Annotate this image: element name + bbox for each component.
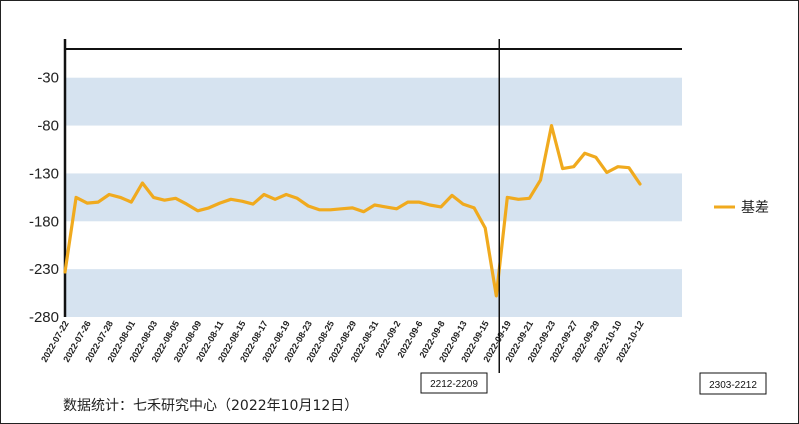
next-contract-label: 2303-2212 bbox=[709, 380, 757, 391]
data-point bbox=[495, 294, 498, 298]
data-point bbox=[340, 207, 343, 210]
y-tick-label: -280 bbox=[29, 309, 59, 326]
data-point bbox=[63, 270, 67, 274]
data-point bbox=[594, 156, 597, 159]
data-point bbox=[251, 202, 255, 206]
data-point bbox=[550, 124, 553, 127]
data-point bbox=[163, 199, 166, 202]
data-point bbox=[130, 200, 133, 204]
data-point bbox=[74, 196, 78, 199]
data-point bbox=[572, 165, 575, 168]
data-point bbox=[296, 197, 299, 200]
data-point bbox=[373, 203, 376, 207]
data-point bbox=[285, 193, 288, 196]
data-point bbox=[273, 198, 277, 201]
data-point bbox=[517, 198, 520, 201]
legend-label-basis: 基差 bbox=[741, 199, 769, 216]
data-point bbox=[428, 203, 432, 207]
data-point bbox=[561, 167, 564, 170]
y-axis-ticks: -30 -80 -130 -180 -230 -280 bbox=[29, 70, 59, 326]
data-points-layer bbox=[63, 124, 642, 298]
y-tick-label: -80 bbox=[37, 118, 59, 135]
y-tick-label: -130 bbox=[29, 165, 59, 182]
annotations: 2212-2209 2303-2212 bbox=[420, 39, 767, 395]
band bbox=[65, 269, 682, 317]
contract-switch-label: 2212-2209 bbox=[430, 379, 478, 390]
data-point bbox=[318, 208, 321, 211]
legend: 基差 bbox=[714, 199, 769, 216]
x-axis-ticks: 2022-07-222022-07-262022-07-282022-08-01… bbox=[39, 319, 646, 364]
y-tick-label: -230 bbox=[29, 261, 59, 278]
data-point bbox=[196, 209, 199, 212]
data-point bbox=[539, 178, 542, 182]
data-point bbox=[229, 198, 233, 201]
data-point bbox=[141, 181, 144, 185]
data-point bbox=[362, 210, 365, 213]
data-point bbox=[450, 194, 454, 197]
data-point bbox=[627, 166, 631, 169]
data-point bbox=[262, 193, 266, 196]
data-point bbox=[484, 226, 487, 230]
data-point bbox=[174, 197, 177, 200]
data-point bbox=[207, 206, 210, 210]
data-point bbox=[461, 202, 465, 206]
source-note: 数据统计：七禾研究中心（2022年10月12日） bbox=[63, 398, 358, 414]
data-point bbox=[406, 200, 409, 204]
data-point bbox=[152, 196, 155, 199]
data-point bbox=[439, 205, 443, 209]
data-point bbox=[329, 208, 332, 211]
data-point bbox=[85, 201, 89, 205]
data-point bbox=[384, 205, 387, 209]
data-point bbox=[583, 152, 586, 155]
data-point bbox=[605, 171, 608, 174]
data-point bbox=[307, 204, 310, 208]
background-bands bbox=[65, 77, 682, 317]
data-point bbox=[97, 200, 100, 204]
data-point bbox=[616, 165, 620, 168]
contract-switch-box bbox=[420, 372, 488, 394]
data-point bbox=[472, 206, 476, 210]
data-point bbox=[119, 196, 122, 199]
data-point bbox=[218, 201, 221, 205]
band bbox=[65, 173, 682, 222]
data-point bbox=[528, 197, 531, 200]
data-point bbox=[185, 202, 188, 206]
data-point bbox=[108, 193, 111, 196]
data-point bbox=[395, 207, 398, 210]
data-point bbox=[240, 200, 244, 203]
band bbox=[65, 77, 682, 126]
data-point bbox=[351, 206, 354, 210]
data-point bbox=[638, 182, 642, 186]
next-contract-box bbox=[699, 372, 767, 395]
y-tick-label: -180 bbox=[29, 213, 59, 230]
y-tick-label: -30 bbox=[37, 70, 59, 87]
data-point bbox=[417, 200, 420, 204]
data-point bbox=[506, 196, 509, 199]
